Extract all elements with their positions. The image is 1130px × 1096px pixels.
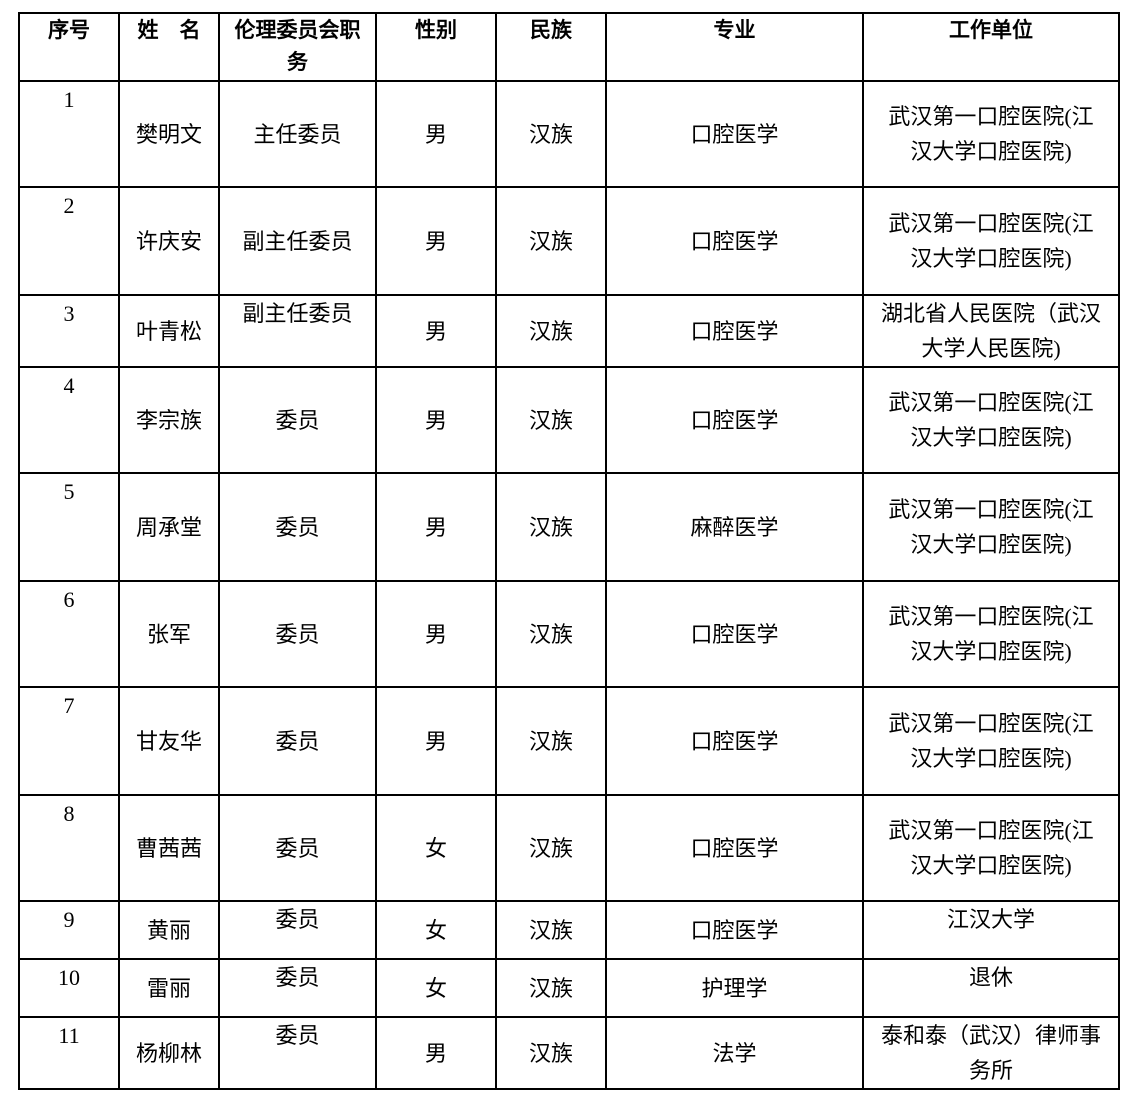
table-cell: 副主任委员 xyxy=(218,294,377,368)
table-row: 2 许庆安 副主任委员男汉族 口腔医学 武汉第一口腔医院(江汉大学口腔医院) xyxy=(18,186,1120,296)
table-cell: 樊明文 xyxy=(118,80,220,188)
table-cell: 口腔医学 xyxy=(605,186,864,296)
table-cell: 女 xyxy=(375,900,497,960)
table-cell: 11 xyxy=(18,1016,120,1090)
table-cell: 湖北省人民医院（武汉大学人民医院) xyxy=(862,294,1120,368)
header-cell: 伦理委员会职务 xyxy=(218,12,377,82)
table-cell: 1 xyxy=(18,80,120,188)
table-cell: 男 xyxy=(375,186,497,296)
table-cell: 汉族 xyxy=(495,1016,607,1090)
table-row: 3 叶青松 副主任委员男汉族 口腔医学 湖北省人民医院（武汉大学人民医院) xyxy=(18,294,1120,368)
table-cell: 叶青松 xyxy=(118,294,220,368)
table-cell: 女 xyxy=(375,958,497,1018)
table-cell: 男 xyxy=(375,1016,497,1090)
table-cell: 男 xyxy=(375,686,497,796)
table-row: 7 甘友华 委员男汉族 口腔医学 武汉第一口腔医院(江汉大学口腔医院) xyxy=(18,686,1120,796)
table-cell: 口腔医学 xyxy=(605,686,864,796)
table-cell: 口腔医学 xyxy=(605,294,864,368)
table-cell: 8 xyxy=(18,794,120,902)
table-cell: 法学 xyxy=(605,1016,864,1090)
table-cell: 口腔医学 xyxy=(605,900,864,960)
header-cell: 姓 名 xyxy=(118,12,220,82)
table-cell: 护理学 xyxy=(605,958,864,1018)
table-cell: 委员 xyxy=(218,686,377,796)
table-cell: 委员 xyxy=(218,580,377,688)
table-row: 5 周承堂 委员男汉族 麻醉医学 武汉第一口腔医院(江汉大学口腔医院) xyxy=(18,472,1120,582)
table-cell: 男 xyxy=(375,294,497,368)
table-cell: 9 xyxy=(18,900,120,960)
table-cell: 汉族 xyxy=(495,366,607,474)
table-cell: 许庆安 xyxy=(118,186,220,296)
header-cell: 工作单位 xyxy=(862,12,1120,82)
header-cell: 专业 xyxy=(605,12,864,82)
table-cell: 汉族 xyxy=(495,472,607,582)
table-cell: 汉族 xyxy=(495,794,607,902)
table-row: 10 雷丽 委员女汉族 护理学 退休 xyxy=(18,958,1120,1018)
table-cell: 杨柳林 xyxy=(118,1016,220,1090)
table-cell: 李宗族 xyxy=(118,366,220,474)
table-cell: 汉族 xyxy=(495,580,607,688)
table-cell: 武汉第一口腔医院(江汉大学口腔医院) xyxy=(862,472,1120,582)
header-cell: 序号 xyxy=(18,12,120,82)
table-cell: 男 xyxy=(375,580,497,688)
table-cell: 曹茜茜 xyxy=(118,794,220,902)
table-cell: 女 xyxy=(375,794,497,902)
table-cell: 3 xyxy=(18,294,120,368)
table-row: 4 李宗族 委员男汉族 口腔医学 武汉第一口腔医院(江汉大学口腔医院) xyxy=(18,366,1120,474)
table-cell: 武汉第一口腔医院(江汉大学口腔医院) xyxy=(862,580,1120,688)
table-cell: 黄丽 xyxy=(118,900,220,960)
table-cell: 4 xyxy=(18,366,120,474)
table-row: 8 曹茜茜 委员女汉族 口腔医学 武汉第一口腔医院(江汉大学口腔医院) xyxy=(18,794,1120,902)
table-row: 1 樊明文 主任委员男汉族 口腔医学 武汉第一口腔医院(江汉大学口腔医院) xyxy=(18,80,1120,188)
table-cell: 6 xyxy=(18,580,120,688)
table-cell: 汉族 xyxy=(495,186,607,296)
table-cell: 江汉大学 xyxy=(862,900,1120,960)
header-cell: 性别 xyxy=(375,12,497,82)
table-cell: 汉族 xyxy=(495,900,607,960)
table-cell: 汉族 xyxy=(495,80,607,188)
header-cell: 民族 xyxy=(495,12,607,82)
table-cell: 周承堂 xyxy=(118,472,220,582)
table-row: 6 张军 委员男汉族 口腔医学 武汉第一口腔医院(江汉大学口腔医院) xyxy=(18,580,1120,688)
table-row: 11 杨柳林 委员男汉族 法学 泰和泰（武汉）律师事务所 xyxy=(18,1016,1120,1090)
table-cell: 委员 xyxy=(218,1016,377,1090)
table-cell: 委员 xyxy=(218,794,377,902)
table-cell: 委员 xyxy=(218,366,377,474)
table-cell: 男 xyxy=(375,472,497,582)
member-table: 序号姓 名伦理委员会职务 性别 民族 专业 工作单位 1 樊明文 主任委员男汉族 口腔医学 武汉… xyxy=(18,12,1120,1090)
table-cell: 委员 xyxy=(218,958,377,1018)
table-cell: 汉族 xyxy=(495,686,607,796)
table-cell: 甘友华 xyxy=(118,686,220,796)
table-cell: 口腔医学 xyxy=(605,580,864,688)
table-cell: 5 xyxy=(18,472,120,582)
table-cell: 武汉第一口腔医院(江汉大学口腔医院) xyxy=(862,794,1120,902)
header-row: 序号姓 名伦理委员会职务 性别 民族 专业 工作单位 xyxy=(18,12,1120,82)
table-cell: 委员 xyxy=(218,472,377,582)
table-cell: 张军 xyxy=(118,580,220,688)
table-cell: 2 xyxy=(18,186,120,296)
table-cell: 10 xyxy=(18,958,120,1018)
table-cell: 退休 xyxy=(862,958,1120,1018)
table-cell: 武汉第一口腔医院(江汉大学口腔医院) xyxy=(862,186,1120,296)
table-cell: 武汉第一口腔医院(江汉大学口腔医院) xyxy=(862,686,1120,796)
table-cell: 7 xyxy=(18,686,120,796)
table-cell: 委员 xyxy=(218,900,377,960)
table-cell: 口腔医学 xyxy=(605,366,864,474)
table-cell: 汉族 xyxy=(495,958,607,1018)
table-cell: 男 xyxy=(375,366,497,474)
table-cell: 泰和泰（武汉）律师事务所 xyxy=(862,1016,1120,1090)
table-cell: 主任委员 xyxy=(218,80,377,188)
table-row: 9 黄丽 委员女汉族 口腔医学 江汉大学 xyxy=(18,900,1120,960)
table-cell: 武汉第一口腔医院(江汉大学口腔医院) xyxy=(862,80,1120,188)
table-cell: 雷丽 xyxy=(118,958,220,1018)
table-cell: 麻醉医学 xyxy=(605,472,864,582)
table-cell: 汉族 xyxy=(495,294,607,368)
table-cell: 口腔医学 xyxy=(605,794,864,902)
table-cell: 武汉第一口腔医院(江汉大学口腔医院) xyxy=(862,366,1120,474)
table-cell: 口腔医学 xyxy=(605,80,864,188)
table-cell: 男 xyxy=(375,80,497,188)
table-cell: 副主任委员 xyxy=(218,186,377,296)
